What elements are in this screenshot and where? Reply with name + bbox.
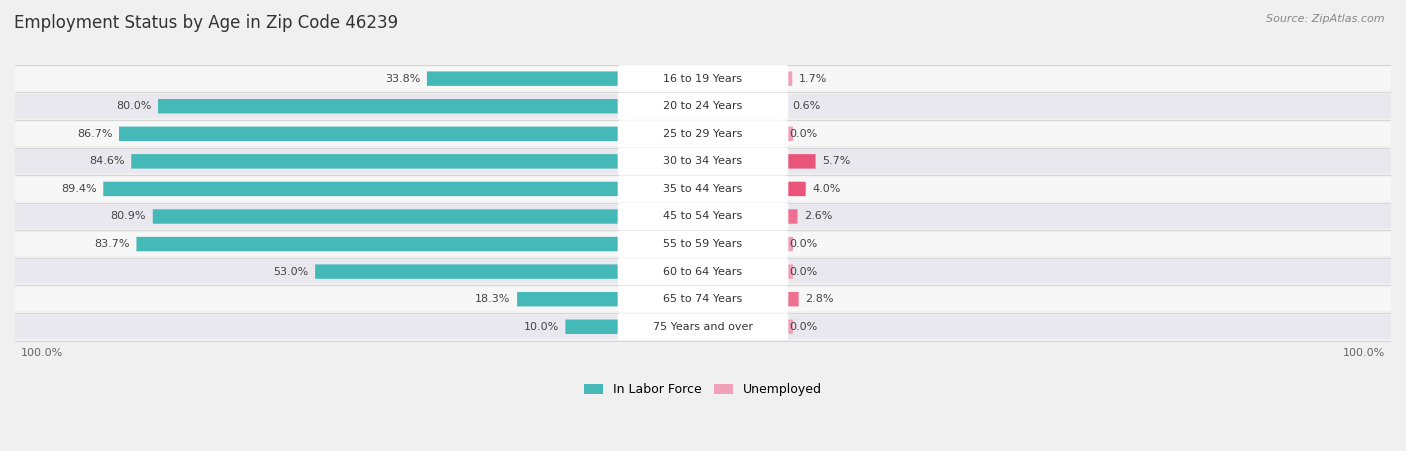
FancyBboxPatch shape [782, 320, 793, 334]
FancyBboxPatch shape [617, 313, 789, 340]
Text: 10.0%: 10.0% [523, 322, 558, 332]
FancyBboxPatch shape [15, 287, 1391, 311]
FancyBboxPatch shape [120, 127, 624, 141]
FancyBboxPatch shape [15, 177, 1391, 201]
Text: 0.0%: 0.0% [789, 322, 817, 332]
Text: 18.3%: 18.3% [475, 294, 510, 304]
FancyBboxPatch shape [427, 71, 624, 86]
Text: 20 to 24 Years: 20 to 24 Years [664, 101, 742, 111]
FancyBboxPatch shape [315, 264, 624, 279]
FancyBboxPatch shape [782, 182, 806, 196]
FancyBboxPatch shape [782, 71, 793, 86]
Text: 33.8%: 33.8% [385, 74, 420, 83]
FancyBboxPatch shape [617, 148, 789, 175]
FancyBboxPatch shape [136, 237, 624, 251]
FancyBboxPatch shape [782, 237, 793, 251]
FancyBboxPatch shape [617, 258, 789, 285]
Text: 4.0%: 4.0% [813, 184, 841, 194]
Text: 35 to 44 Years: 35 to 44 Years [664, 184, 742, 194]
FancyBboxPatch shape [15, 94, 1391, 118]
FancyBboxPatch shape [15, 315, 1391, 339]
FancyBboxPatch shape [15, 260, 1391, 284]
Text: 80.0%: 80.0% [117, 101, 152, 111]
FancyBboxPatch shape [782, 154, 815, 169]
Text: 45 to 54 Years: 45 to 54 Years [664, 212, 742, 221]
FancyBboxPatch shape [782, 127, 793, 141]
Text: 0.6%: 0.6% [793, 101, 821, 111]
Text: 65 to 74 Years: 65 to 74 Years [664, 294, 742, 304]
FancyBboxPatch shape [15, 204, 1391, 229]
Text: 30 to 34 Years: 30 to 34 Years [664, 156, 742, 166]
Text: 25 to 29 Years: 25 to 29 Years [664, 129, 742, 139]
Legend: In Labor Force, Unemployed: In Labor Force, Unemployed [579, 378, 827, 401]
FancyBboxPatch shape [15, 67, 1391, 91]
Text: 2.8%: 2.8% [806, 294, 834, 304]
Text: Employment Status by Age in Zip Code 46239: Employment Status by Age in Zip Code 462… [14, 14, 398, 32]
Text: 60 to 64 Years: 60 to 64 Years [664, 267, 742, 276]
FancyBboxPatch shape [617, 93, 789, 120]
FancyBboxPatch shape [617, 120, 789, 147]
FancyBboxPatch shape [617, 65, 789, 92]
FancyBboxPatch shape [153, 209, 624, 224]
FancyBboxPatch shape [517, 292, 624, 306]
Text: 16 to 19 Years: 16 to 19 Years [664, 74, 742, 83]
FancyBboxPatch shape [782, 209, 797, 224]
FancyBboxPatch shape [157, 99, 624, 114]
Text: 83.7%: 83.7% [94, 239, 129, 249]
Text: 0.0%: 0.0% [789, 267, 817, 276]
FancyBboxPatch shape [617, 230, 789, 258]
Text: 55 to 59 Years: 55 to 59 Years [664, 239, 742, 249]
Text: 89.4%: 89.4% [60, 184, 97, 194]
Text: 0.0%: 0.0% [789, 239, 817, 249]
FancyBboxPatch shape [617, 285, 789, 313]
Text: 86.7%: 86.7% [77, 129, 112, 139]
FancyBboxPatch shape [782, 264, 793, 279]
FancyBboxPatch shape [131, 154, 624, 169]
FancyBboxPatch shape [103, 182, 624, 196]
Text: 0.0%: 0.0% [789, 129, 817, 139]
FancyBboxPatch shape [15, 232, 1391, 256]
FancyBboxPatch shape [15, 149, 1391, 173]
FancyBboxPatch shape [782, 292, 799, 306]
Text: 84.6%: 84.6% [89, 156, 125, 166]
FancyBboxPatch shape [617, 175, 789, 202]
Text: 80.9%: 80.9% [111, 212, 146, 221]
Text: 1.7%: 1.7% [799, 74, 827, 83]
FancyBboxPatch shape [782, 99, 786, 114]
Text: Source: ZipAtlas.com: Source: ZipAtlas.com [1267, 14, 1385, 23]
FancyBboxPatch shape [15, 122, 1391, 146]
FancyBboxPatch shape [617, 203, 789, 230]
Text: 5.7%: 5.7% [823, 156, 851, 166]
Text: 2.6%: 2.6% [804, 212, 832, 221]
Text: 75 Years and over: 75 Years and over [652, 322, 754, 332]
FancyBboxPatch shape [565, 320, 624, 334]
Text: 53.0%: 53.0% [273, 267, 308, 276]
